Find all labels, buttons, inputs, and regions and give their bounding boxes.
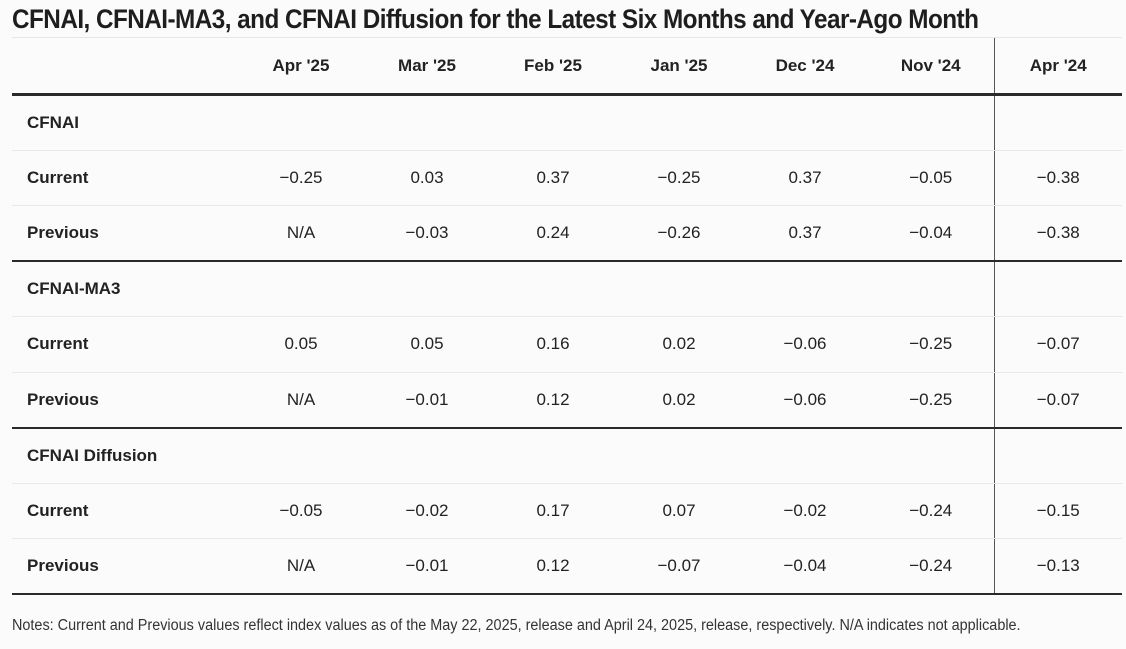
table-cell: −0.07	[993, 372, 1122, 429]
table-cell: −0.03	[364, 205, 490, 262]
table-cell: −0.24	[868, 538, 994, 595]
table-cell: 0.24	[490, 205, 616, 262]
section-row-cfnai-diffusion: CFNAI Diffusion	[12, 427, 1122, 484]
column-header: Apr '25	[238, 37, 364, 96]
table-cell: −0.24	[868, 483, 994, 539]
row-label: Previous	[12, 205, 238, 262]
table-cell: 0.03	[364, 150, 490, 206]
table-cell: 0.37	[742, 205, 868, 262]
column-header: Feb '25	[490, 37, 616, 96]
table-cell: N/A	[238, 372, 364, 429]
header-row: Apr '25 Mar '25 Feb '25 Jan '25 Dec '24 …	[12, 37, 1122, 96]
section-label: CFNAI Diffusion	[12, 427, 238, 484]
table-cell: −0.06	[742, 372, 868, 429]
table-cell: 0.37	[742, 150, 868, 206]
table-cell: −0.05	[868, 150, 994, 206]
table-row: Current −0.25 0.03 0.37 −0.25 0.37 −0.05…	[12, 150, 1122, 206]
table-row: Previous N/A −0.01 0.12 0.02 −0.06 −0.25…	[12, 372, 1122, 429]
table-cell: N/A	[238, 205, 364, 262]
table-cell: −0.25	[238, 150, 364, 206]
table-cell: −0.01	[364, 538, 490, 595]
table-cell: 0.12	[490, 372, 616, 429]
table-cell: −0.25	[616, 150, 742, 206]
section-label: CFNAI-MA3	[12, 261, 238, 317]
table-cell: N/A	[238, 538, 364, 595]
table-cell: −0.07	[993, 316, 1122, 373]
table-cell: −0.01	[364, 372, 490, 429]
row-label: Current	[12, 150, 238, 206]
table-row: Previous N/A −0.03 0.24 −0.26 0.37 −0.04…	[12, 205, 1122, 262]
row-label: Previous	[12, 538, 238, 595]
table-cell: −0.13	[993, 538, 1122, 595]
row-label: Previous	[12, 372, 238, 429]
page-title: CFNAI, CFNAI-MA3, and CFNAI Diffusion fo…	[12, 4, 979, 34]
table-cell: 0.05	[364, 316, 490, 373]
table-notes: Notes: Current and Previous values refle…	[12, 617, 1021, 634]
table-cell: −0.38	[993, 150, 1122, 206]
table-cell: −0.04	[742, 538, 868, 595]
table-cell: 0.12	[490, 538, 616, 595]
table-cell: −0.25	[868, 316, 994, 373]
section-row-cfnai-ma3: CFNAI-MA3	[12, 261, 1122, 317]
table-cell: 0.02	[616, 372, 742, 429]
column-header-year-ago: Apr '24	[993, 37, 1122, 96]
column-header: Mar '25	[364, 37, 490, 96]
table-cell: −0.15	[993, 483, 1122, 539]
table-cell: −0.04	[868, 205, 994, 262]
table-cell: −0.25	[868, 372, 994, 429]
row-label: Current	[12, 316, 238, 373]
table-row: Current 0.05 0.05 0.16 0.02 −0.06 −0.25 …	[12, 316, 1122, 373]
column-header: Jan '25	[616, 37, 742, 96]
cfnai-table: Apr '25 Mar '25 Feb '25 Jan '25 Dec '24 …	[12, 37, 1122, 595]
corner-cell	[12, 37, 238, 96]
table-cell: −0.26	[616, 205, 742, 262]
table-cell: 0.37	[490, 150, 616, 206]
row-label: Current	[12, 483, 238, 539]
table-cell: −0.38	[993, 205, 1122, 262]
table-cell: 0.17	[490, 483, 616, 539]
table-cell: 0.05	[238, 316, 364, 373]
section-label: CFNAI	[12, 94, 238, 151]
column-header: Nov '24	[868, 37, 994, 96]
table-cell: −0.05	[238, 483, 364, 539]
table-row: Previous N/A −0.01 0.12 −0.07 −0.04 −0.2…	[12, 538, 1122, 595]
table-cell: 0.16	[490, 316, 616, 373]
section-row-cfnai: CFNAI	[12, 94, 1122, 151]
column-header: Dec '24	[742, 37, 868, 96]
table-cell: 0.02	[616, 316, 742, 373]
table-cell: −0.02	[742, 483, 868, 539]
table-cell: 0.07	[616, 483, 742, 539]
table-cell: −0.02	[364, 483, 490, 539]
table-row: Current −0.05 −0.02 0.17 0.07 −0.02 −0.2…	[12, 483, 1122, 539]
table-cell: −0.06	[742, 316, 868, 373]
table-cell: −0.07	[616, 538, 742, 595]
